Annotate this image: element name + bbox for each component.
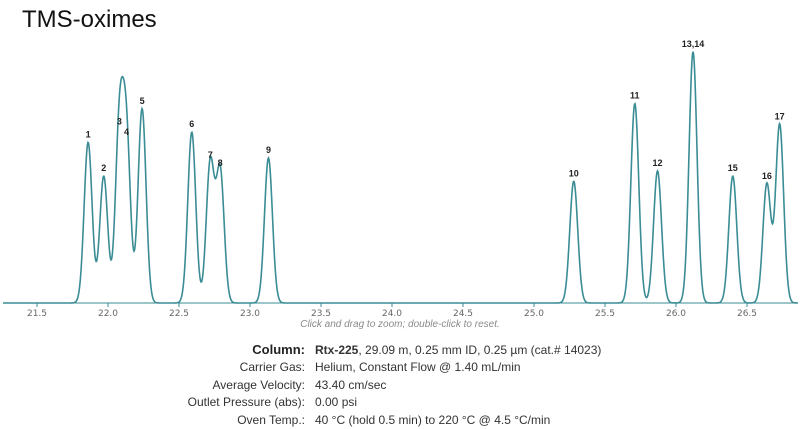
x-tick-label: 25.5 bbox=[595, 309, 615, 319]
info-row-column: Column: Rtx-225, 29.09 m, 0.25 mm ID, 0.… bbox=[0, 341, 800, 359]
x-tick-label: 26.0 bbox=[666, 309, 686, 319]
info-row-average-velocity: Average Velocity: 43.40 cm/sec bbox=[0, 376, 800, 394]
x-tick-label: 21.5 bbox=[27, 309, 47, 319]
method-info: Column: Rtx-225, 29.09 m, 0.25 mm ID, 0.… bbox=[0, 341, 800, 429]
column-details: , 29.09 m, 0.25 mm ID, 0.25 µm (cat.# 14… bbox=[358, 342, 602, 357]
x-tick-label: 23.0 bbox=[240, 309, 260, 319]
peak-label: 2 bbox=[101, 163, 106, 173]
info-label: Outlet Pressure (abs): bbox=[187, 395, 305, 410]
x-tick-label: 22.0 bbox=[98, 309, 118, 319]
column-name: Rtx-225 bbox=[315, 342, 359, 357]
peak-label: 4 bbox=[124, 127, 129, 137]
info-label: Carrier Gas: bbox=[239, 360, 305, 375]
chromatogram[interactable]: 21.5 22.0 22.5 23.0 23.5 24.0 24.5 25.0 25.5 26.0… bbox=[0, 0, 800, 320]
info-label: Column: bbox=[252, 342, 305, 358]
peak-label: 13,14 bbox=[682, 39, 705, 49]
x-tick-label: 26.5 bbox=[737, 309, 757, 319]
info-value: 43.40 cm/sec bbox=[315, 377, 387, 392]
info-value: 0.00 psi bbox=[315, 395, 358, 410]
info-label: Average Velocity: bbox=[212, 377, 305, 392]
peak-label: 12 bbox=[653, 158, 663, 168]
peak-label: 7 bbox=[208, 150, 213, 160]
info-row-carrier-gas: Carrier Gas: Helium, Constant Flow @ 1.4… bbox=[0, 359, 800, 377]
peak-label: 6 bbox=[189, 119, 194, 129]
info-label: Oven Temp.: bbox=[237, 412, 305, 427]
peak-label: 1 bbox=[86, 129, 91, 139]
peak-label: 3 bbox=[117, 116, 122, 126]
x-tick-label: 25.0 bbox=[524, 309, 544, 319]
peak-label: 5 bbox=[140, 96, 145, 106]
peak-label: 10 bbox=[569, 168, 579, 178]
x-ticks: 21.5 22.0 22.5 23.0 23.5 24.0 24.5 25.0 25.5 26.0… bbox=[27, 303, 757, 319]
x-tick-label: 24.5 bbox=[453, 309, 473, 319]
info-row-outlet-pressure: Outlet Pressure (abs): 0.00 psi bbox=[0, 394, 800, 412]
x-tick-label: 23.5 bbox=[311, 309, 331, 319]
x-tick-label: 24.0 bbox=[382, 309, 402, 319]
info-value: Helium, Constant Flow @ 1.40 mL/min bbox=[315, 360, 521, 375]
peak-label: 16 bbox=[762, 171, 772, 181]
chart-title: TMS-oximes bbox=[22, 6, 157, 33]
peak-label: 8 bbox=[218, 158, 223, 168]
peak-label: 15 bbox=[728, 163, 738, 173]
chromatogram-trace bbox=[3, 51, 799, 304]
zoom-hint: Click and drag to zoom; double-click to … bbox=[300, 319, 500, 330]
info-row-oven-temp: Oven Temp.: 40 °C (hold 0.5 min) to 220 … bbox=[0, 411, 800, 429]
info-value: 40 °C (hold 0.5 min) to 220 °C @ 4.5 °C/… bbox=[315, 412, 551, 427]
x-tick-label: 22.5 bbox=[169, 309, 189, 319]
peak-label: 17 bbox=[775, 111, 785, 121]
peak-label: 11 bbox=[630, 91, 640, 101]
info-value: Rtx-225, 29.09 m, 0.25 mm ID, 0.25 µm (c… bbox=[315, 343, 601, 357]
peak-label: 9 bbox=[266, 145, 271, 155]
